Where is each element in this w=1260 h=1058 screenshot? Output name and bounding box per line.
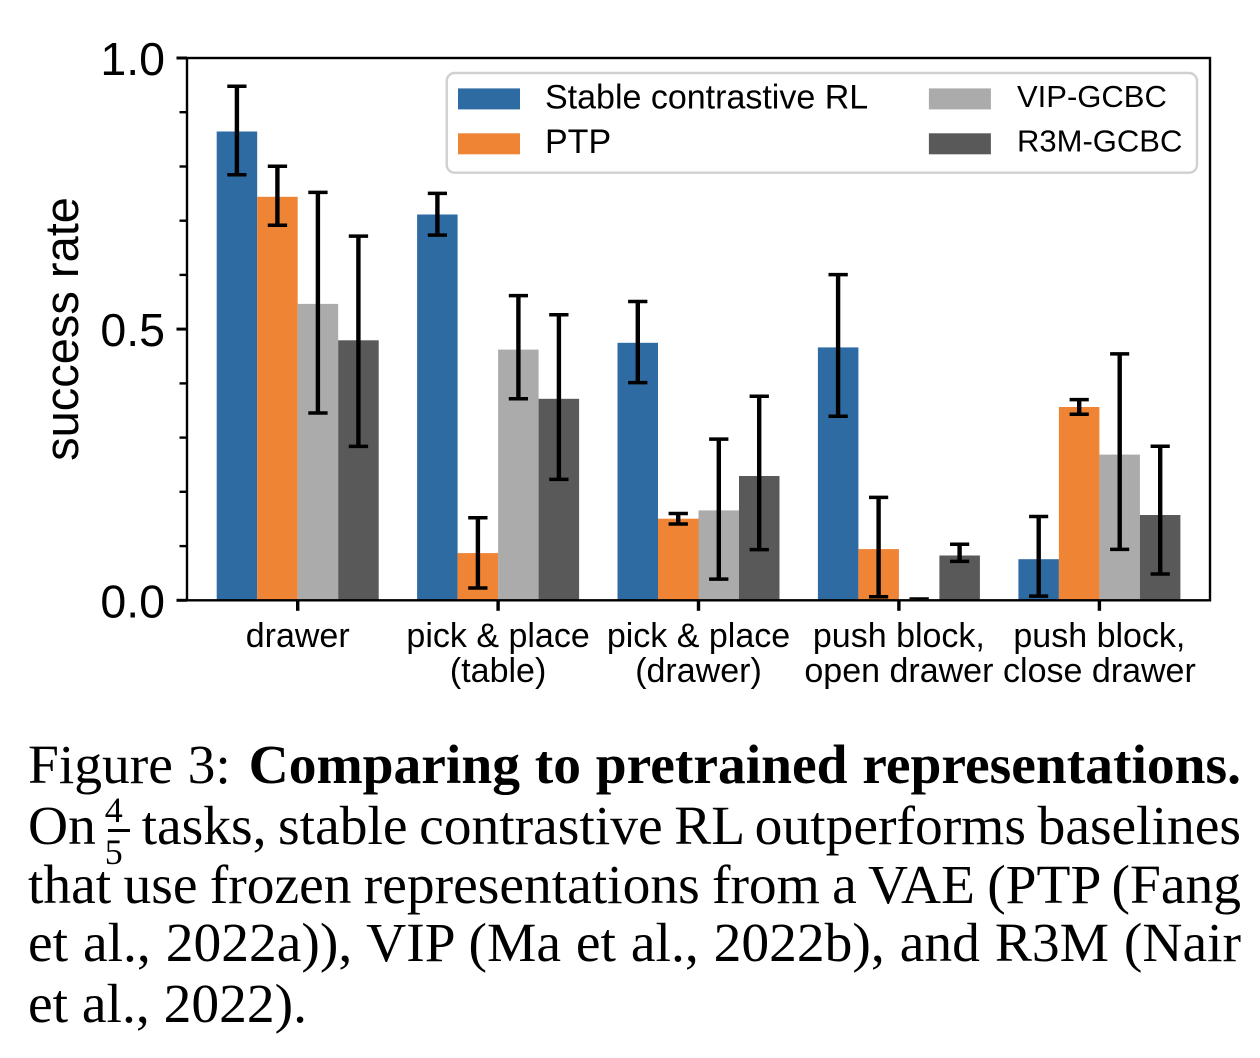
- svg-text:open drawer: open drawer: [804, 652, 993, 690]
- svg-text:1.0: 1.0: [100, 33, 165, 85]
- svg-text:success rate: success rate: [35, 197, 88, 461]
- svg-text:0.0: 0.0: [100, 575, 165, 627]
- svg-text:Stable contrastive RL: Stable contrastive RL: [545, 78, 868, 116]
- svg-text:push block,: push block,: [1013, 617, 1185, 655]
- svg-text:0.5: 0.5: [100, 304, 165, 356]
- svg-text:VIP-GCBC: VIP-GCBC: [1017, 79, 1167, 114]
- svg-text:(table): (table): [450, 652, 546, 690]
- svg-text:pick & place: pick & place: [406, 617, 589, 655]
- svg-text:push block,: push block,: [813, 617, 985, 655]
- svg-text:drawer: drawer: [246, 617, 350, 655]
- svg-text:close drawer: close drawer: [1003, 652, 1196, 690]
- svg-text:(drawer): (drawer): [635, 652, 762, 690]
- svg-text:pick & place: pick & place: [607, 617, 790, 655]
- svg-text:PTP: PTP: [545, 123, 611, 161]
- svg-text:R3M-GCBC: R3M-GCBC: [1017, 124, 1182, 159]
